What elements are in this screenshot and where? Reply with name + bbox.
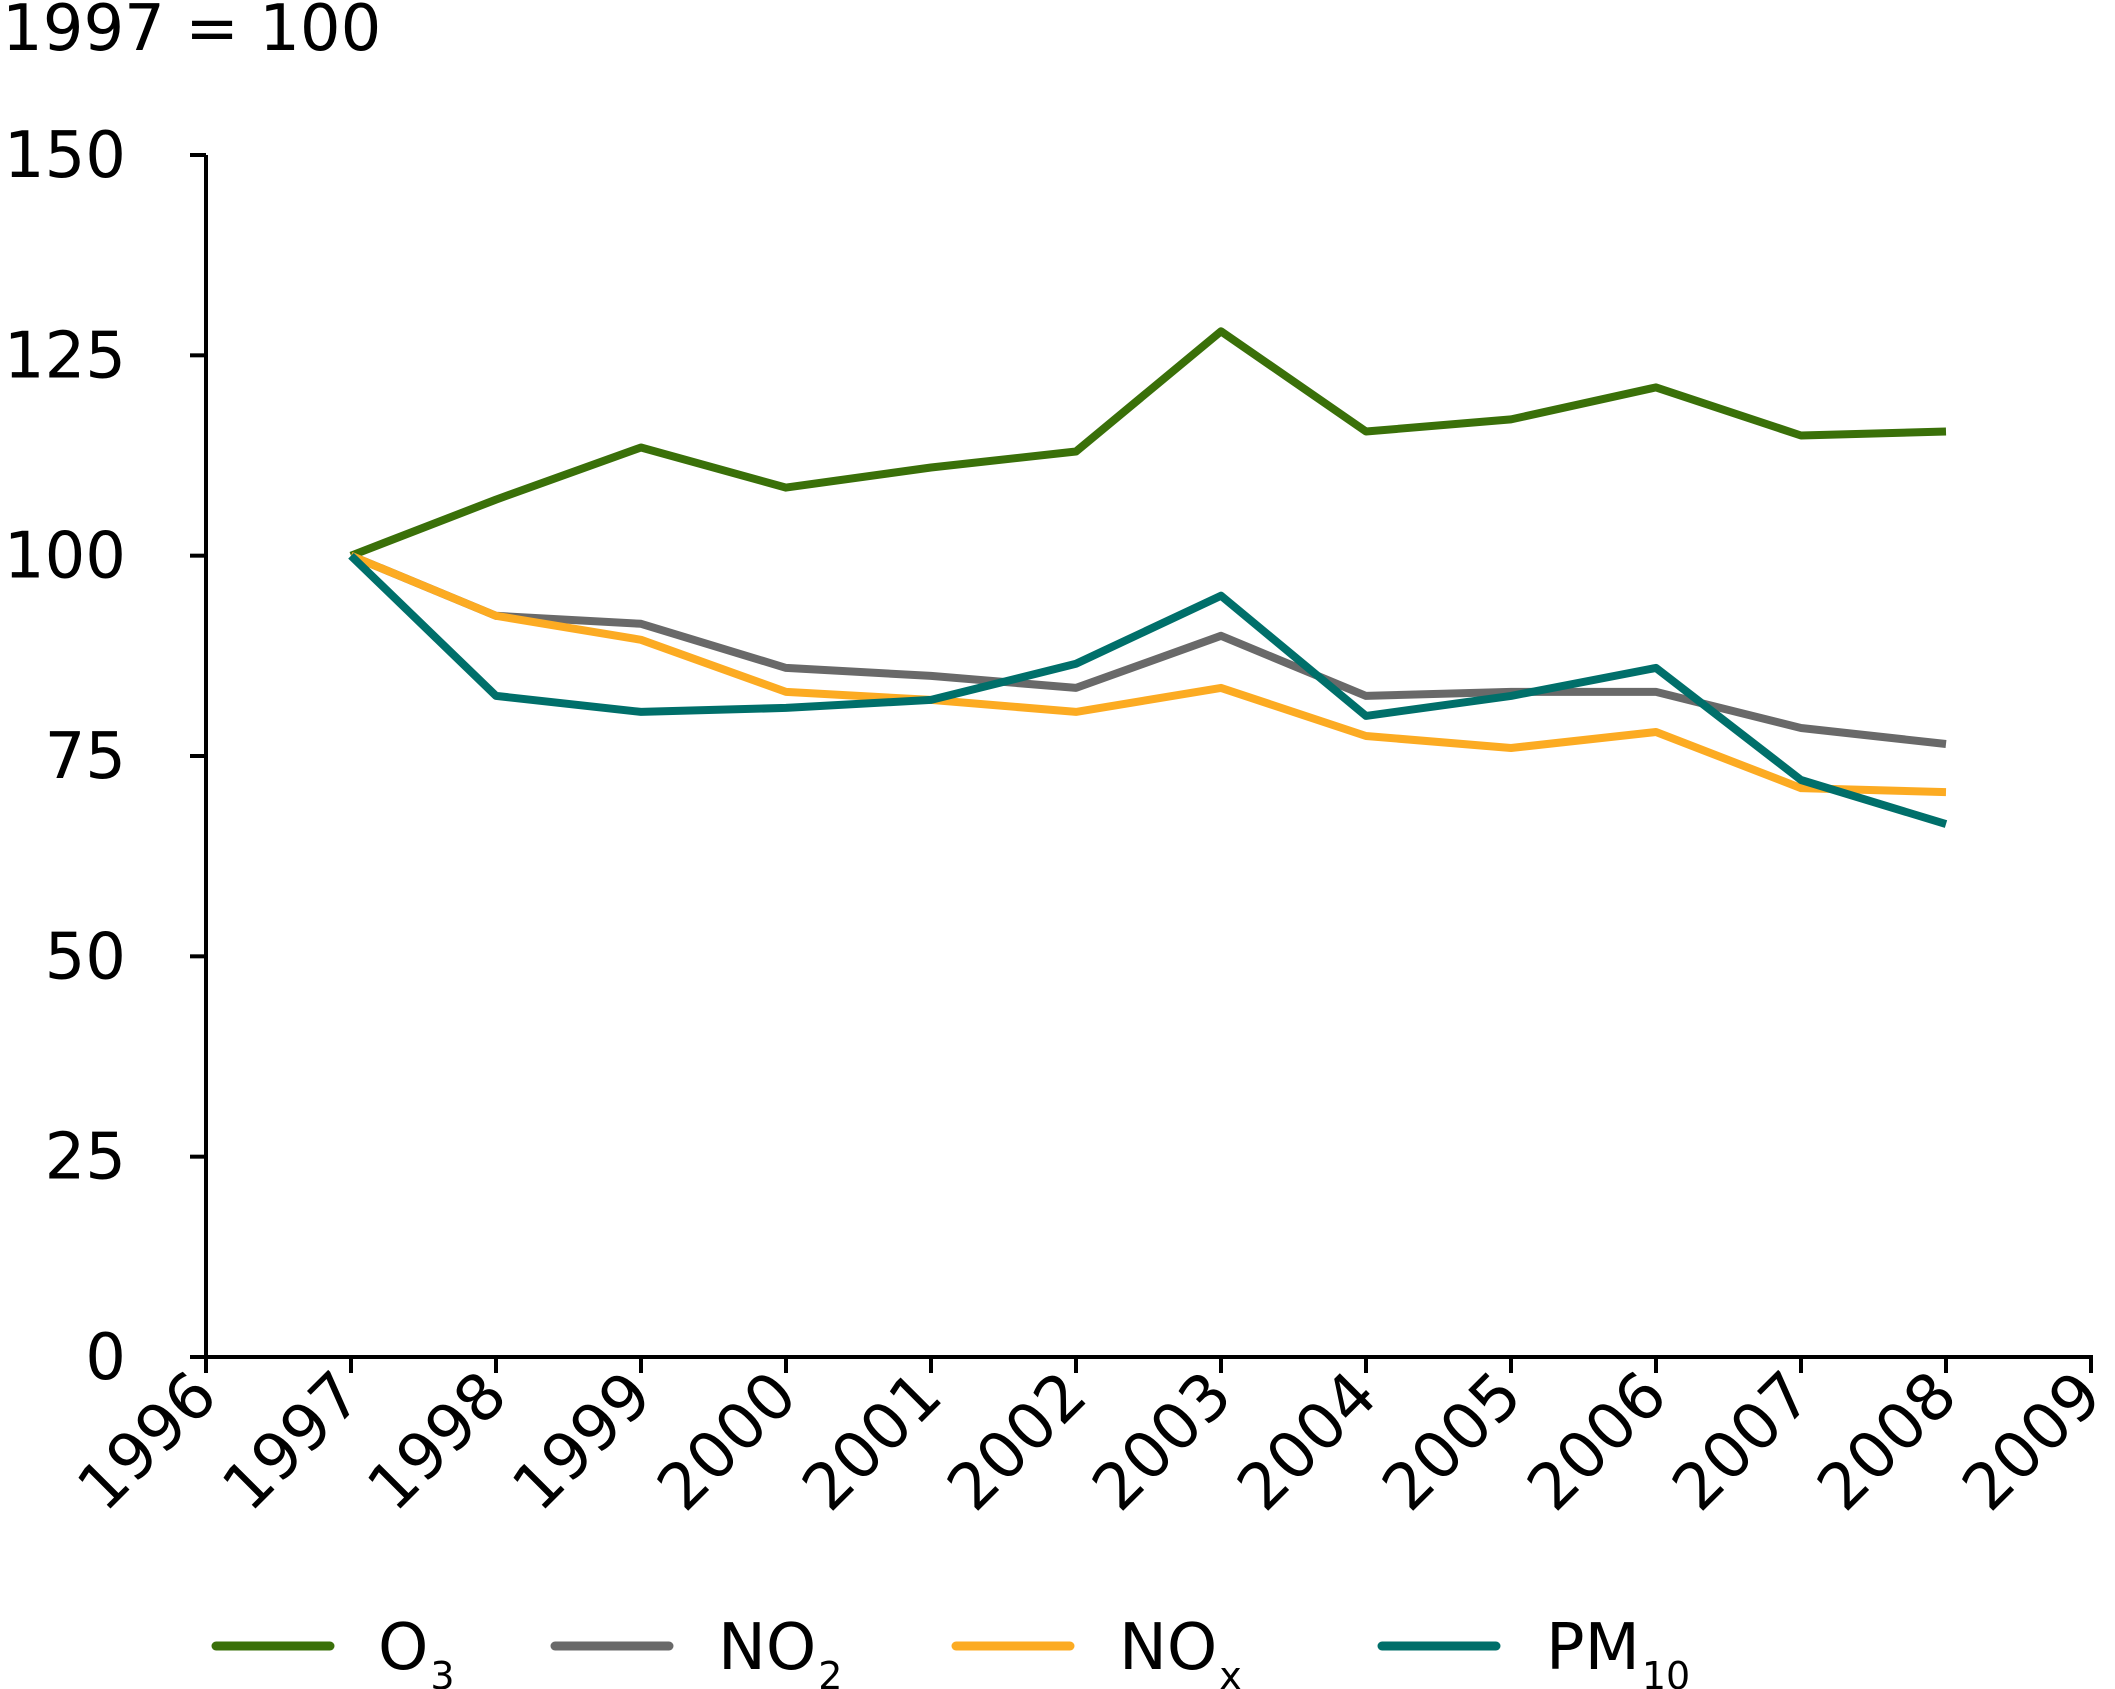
x-tick-label: 1997: [209, 1358, 376, 1525]
series-lines: [348, 327, 1948, 828]
y-tick-label: 125: [4, 319, 126, 393]
x-tick-label: 2005: [1369, 1358, 1536, 1525]
x-tick-label: 2006: [1514, 1358, 1681, 1525]
legend-label: NO2: [718, 1611, 842, 1689]
legend-item: PM10: [1377, 1611, 1690, 1689]
series-line-no2: [349, 552, 1947, 748]
x-tick-label: 2003: [1079, 1358, 1246, 1525]
x-tick-label: 2004: [1224, 1358, 1391, 1525]
x-tick-label: 2002: [934, 1358, 1101, 1525]
x-tick-label: 2001: [789, 1358, 956, 1525]
y-tick-label: 75: [45, 720, 126, 794]
legend-item: NO2: [550, 1611, 842, 1689]
series-line-o3: [349, 327, 1947, 560]
x-tick-label: 2007: [1659, 1358, 1826, 1525]
y-tick-label: 150: [4, 119, 126, 193]
legend-item: NOx: [951, 1611, 1242, 1689]
y-tick-label: 25: [45, 1121, 126, 1195]
series-line-pm10: [348, 552, 1948, 828]
axes: 0255075100125150199619971998199920002001…: [4, 119, 2115, 1525]
x-tick-label: 2008: [1804, 1358, 1971, 1525]
legend-label: PM10: [1546, 1611, 1690, 1689]
x-tick-label: 2009: [1949, 1358, 2115, 1525]
x-tick-label: 2000: [644, 1358, 811, 1525]
y-tick-label: 0: [85, 1321, 126, 1395]
y-axis-unit-label: 1997 = 100: [2, 0, 381, 66]
legend-item: O3: [211, 1611, 455, 1689]
legend: O3 NO2 NOx PM10: [211, 1611, 1690, 1689]
y-tick-label: 50: [45, 920, 126, 994]
x-tick-label: 1998: [354, 1358, 521, 1525]
legend-label: O3: [378, 1611, 455, 1689]
y-tick-label: 100: [4, 520, 126, 594]
legend-label: NOx: [1119, 1611, 1242, 1689]
x-tick-label: 1999: [499, 1358, 666, 1525]
series-line-nox: [349, 552, 1947, 797]
